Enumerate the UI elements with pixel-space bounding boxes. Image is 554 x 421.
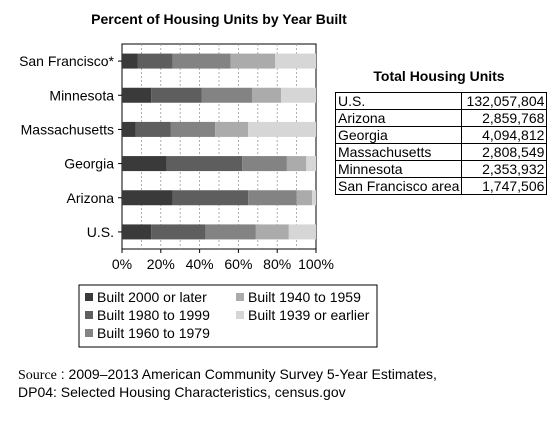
- bar-segment: [170, 121, 216, 137]
- bar-segment: [306, 156, 316, 172]
- x-tick-label: 60%: [224, 256, 252, 272]
- bar-segment: [215, 121, 249, 137]
- category-label: Arizona: [67, 190, 115, 206]
- bar-segment: [255, 224, 289, 240]
- region-cell: Georgia: [334, 126, 463, 144]
- legend-label: Built 1980 to 1999: [97, 307, 210, 323]
- bar-segment: [201, 87, 252, 103]
- x-tick-label: 20%: [147, 256, 175, 272]
- category-label: Georgia: [64, 156, 114, 172]
- bar-segment: [151, 224, 206, 240]
- bar-segment: [166, 156, 243, 172]
- region-cell: San Francisco area: [334, 177, 463, 195]
- bar-segment: [122, 121, 136, 137]
- bar-segment: [172, 53, 231, 69]
- bar-segment: [242, 156, 287, 172]
- stacked-bar-chart: Percent of Housing Units by Year Built Sa…: [19, 11, 378, 348]
- value-cell: 2,808,549: [461, 143, 548, 161]
- legend-label: Built 1939 or earlier: [248, 307, 370, 323]
- plot-frame: [121, 43, 317, 250]
- legend-swatch: [236, 293, 244, 301]
- category-label: U.S.: [87, 224, 114, 240]
- chart-title: Percent of Housing Units by Year Built: [91, 11, 347, 27]
- legend-swatch: [85, 311, 93, 319]
- table-row: U.S. 132,057,804: [334, 92, 548, 110]
- category-label: San Francisco*: [19, 53, 114, 69]
- value-cell: 2,353,932: [461, 160, 548, 178]
- bar-segment: [275, 53, 316, 69]
- bar-segment: [135, 121, 171, 137]
- table-row: Minnesota 2,353,932: [334, 160, 548, 178]
- source-line-1: : 2009–2013 American Community Survey 5-…: [56, 366, 437, 382]
- value-cell: 1,747,506: [461, 177, 548, 195]
- bar-segment: [122, 224, 152, 240]
- bar-segment: [122, 156, 167, 172]
- bar-segment: [312, 190, 316, 206]
- x-tick-label: 0%: [112, 256, 132, 272]
- legend-label: Built 1940 to 1959: [248, 289, 361, 305]
- legend-box: [78, 284, 378, 348]
- legend-swatch: [85, 329, 93, 337]
- table-row: Arizona 2,859,768: [334, 109, 548, 127]
- table-row: Georgia 4,094,812: [334, 126, 548, 144]
- region-cell: Arizona: [334, 109, 463, 127]
- bar-segment: [172, 190, 249, 206]
- source-line-2: DP04: Selected Housing Characteristics, …: [18, 384, 346, 400]
- region-cell: Massachusetts: [334, 143, 463, 161]
- source-label: Source: [18, 368, 57, 383]
- category-label: Massachusetts: [21, 121, 114, 137]
- x-tick-label: 80%: [263, 256, 291, 272]
- table-title: Total Housing Units: [373, 68, 505, 84]
- bar-segment: [137, 53, 173, 69]
- value-cell: 4,094,812: [461, 126, 548, 144]
- value-cell: 132,057,804: [461, 92, 548, 110]
- region-cell: U.S.: [334, 92, 463, 110]
- table-row: San Francisco area 1,747,506: [334, 177, 548, 195]
- bar-segment: [248, 121, 316, 137]
- legend-swatch: [85, 293, 93, 301]
- bar-segment: [286, 156, 307, 172]
- bar-segment: [122, 87, 152, 103]
- bar-segment: [288, 224, 316, 240]
- source-note: Source : 2009–2013 American Community Su…: [18, 366, 437, 401]
- bar-segment: [122, 190, 173, 206]
- category-label: Minnesota: [49, 87, 114, 103]
- bar-segment: [251, 87, 282, 103]
- legend-swatch: [236, 311, 244, 319]
- value-cell: 2,859,768: [461, 109, 548, 127]
- bar-segment: [205, 224, 256, 240]
- x-tick-label: 100%: [298, 256, 334, 272]
- bar-segment: [296, 190, 313, 206]
- region-cell: Minnesota: [334, 160, 463, 178]
- x-tick-label: 40%: [186, 256, 214, 272]
- legend-label: Built 1960 to 1979: [97, 325, 210, 341]
- bar-segment: [230, 53, 276, 69]
- bar-segment: [281, 87, 316, 103]
- legend-label: Built 2000 or later: [97, 289, 207, 305]
- total-housing-units-table: U.S. 132,057,804 Arizona 2,859,768 Georgia 4,…: [334, 92, 548, 195]
- table-row: Massachusetts 2,808,549: [334, 143, 548, 161]
- bar-segment: [122, 53, 138, 69]
- bar-segment: [151, 87, 202, 103]
- bar-segment: [248, 190, 297, 206]
